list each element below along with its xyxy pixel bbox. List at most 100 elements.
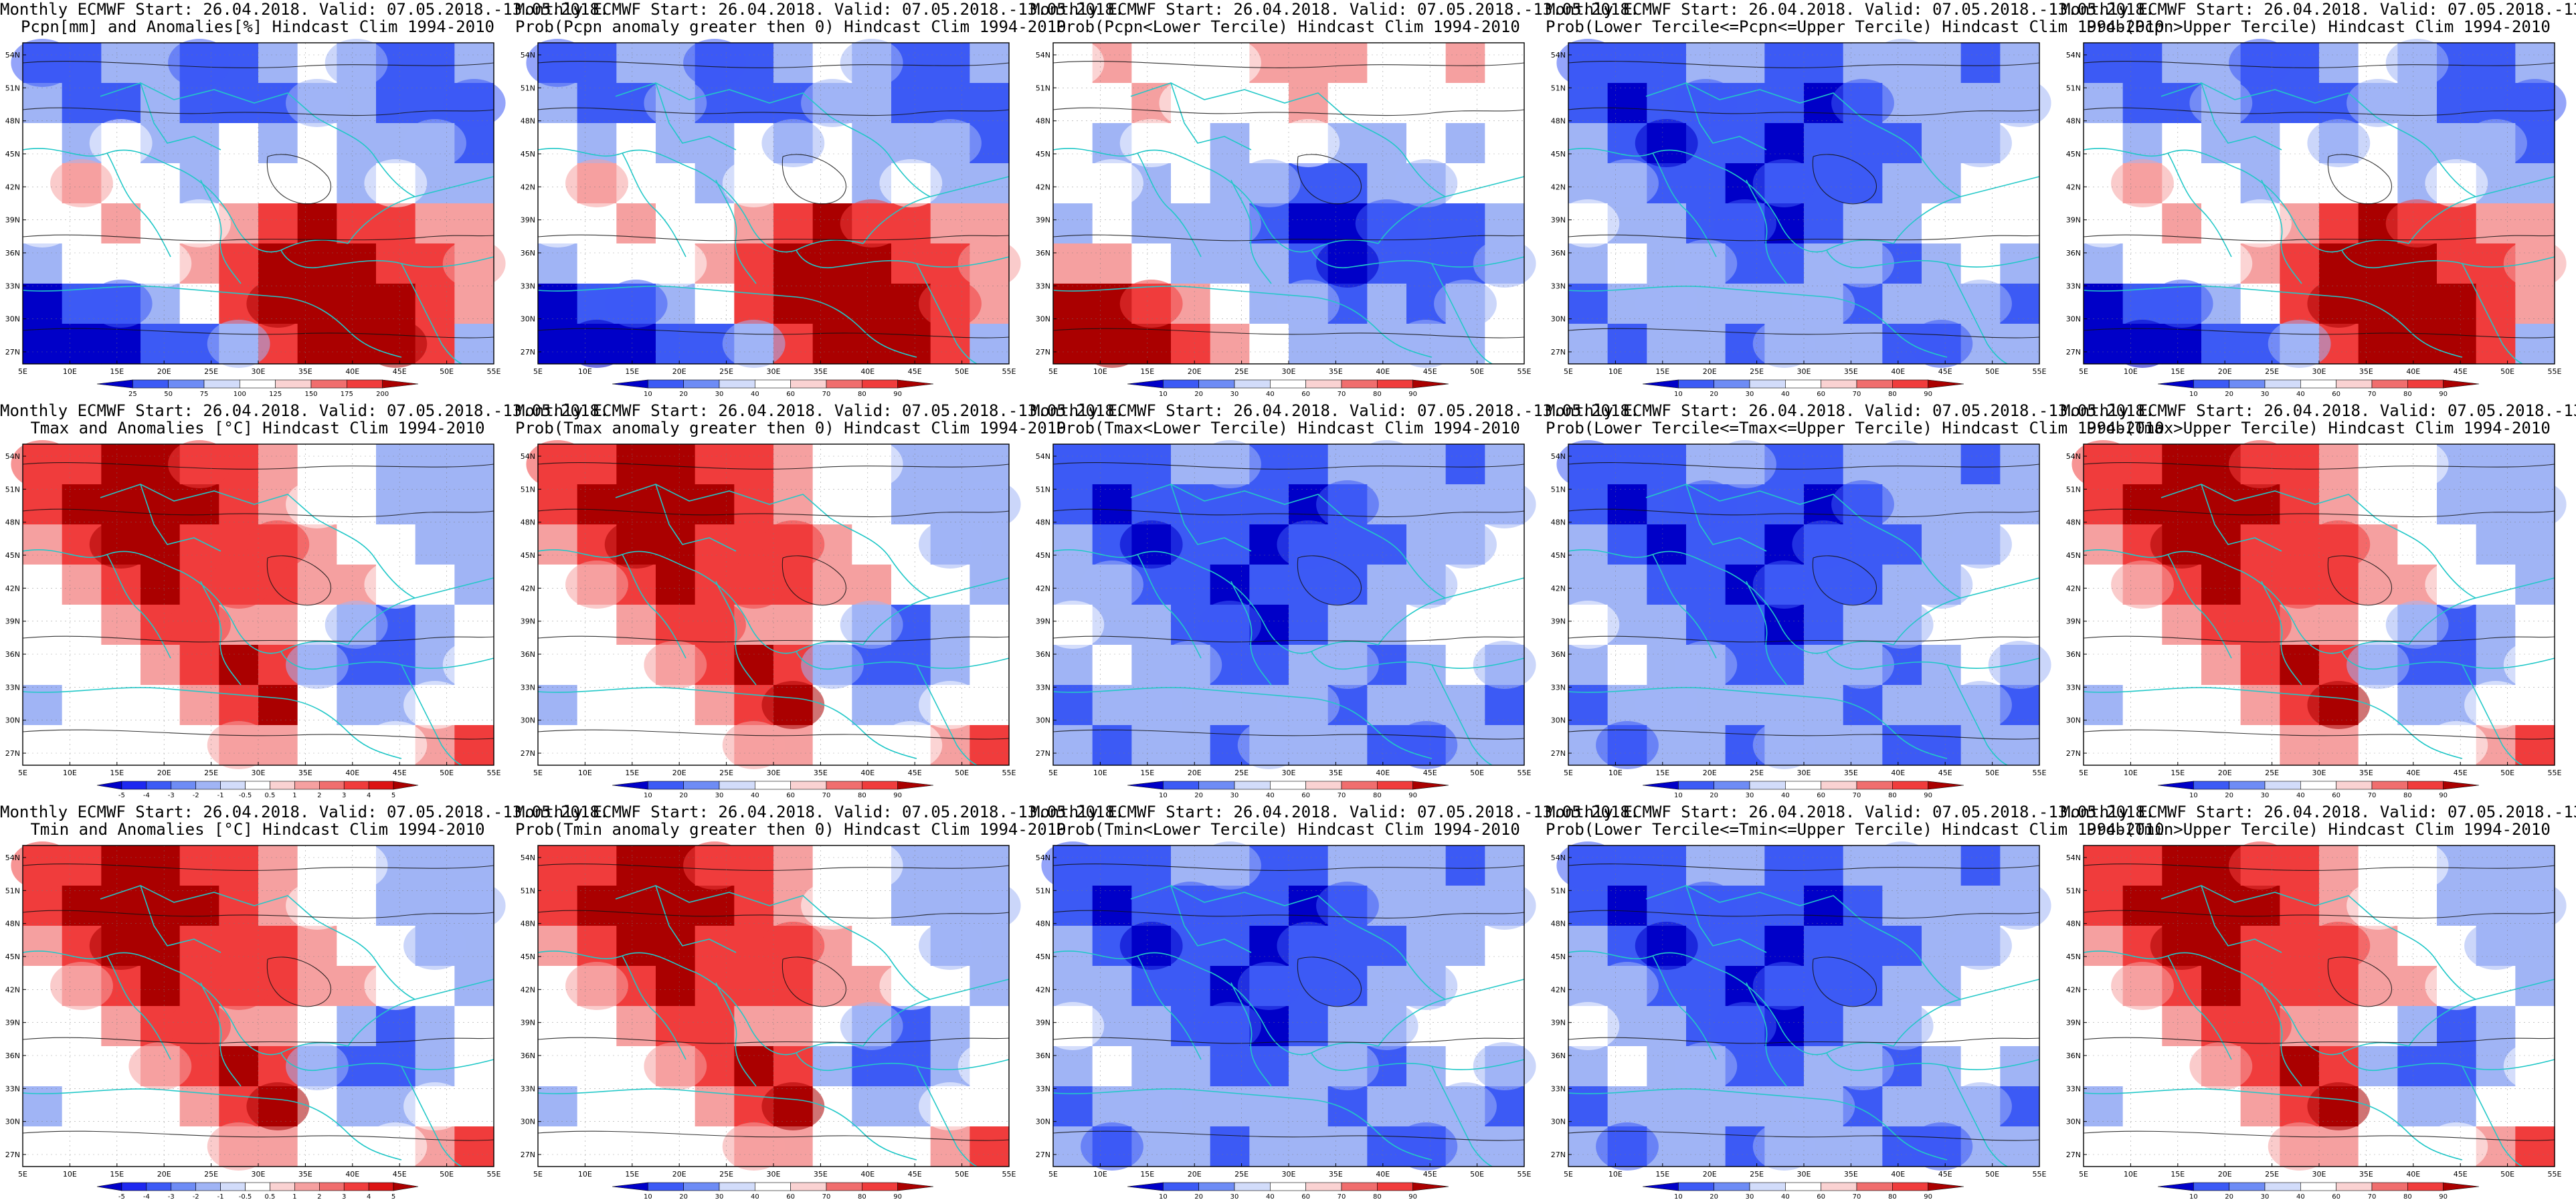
field-cell — [812, 1046, 852, 1087]
field-cell — [2319, 243, 2359, 284]
legend-swatch — [1749, 781, 1786, 790]
contour-line — [2083, 462, 2555, 470]
legend-label: 60 — [1817, 1193, 1825, 1201]
field-blob — [2111, 962, 2174, 1010]
field-cell — [1485, 845, 1525, 886]
legend-label: 25 — [128, 391, 137, 398]
field-cell — [1092, 444, 1132, 485]
lat-label: 45N — [1551, 150, 1566, 159]
contour-line — [1568, 508, 2040, 518]
contour-line — [1052, 635, 1525, 643]
legend-swatch — [862, 1182, 898, 1191]
field-cell — [454, 43, 494, 84]
lon-label: 5E — [1564, 367, 1573, 376]
lon-label: 25E — [204, 769, 218, 777]
lon-label: 50E — [1470, 367, 1484, 376]
lon-label: 35E — [1844, 1170, 1858, 1179]
field-blob — [2503, 641, 2567, 689]
field-cell — [297, 1126, 337, 1167]
field-blob — [2189, 239, 2253, 288]
lat-label: 45N — [5, 551, 20, 560]
field-blob — [1635, 119, 1698, 167]
legend-swatch — [1678, 781, 1714, 790]
lat-label: 51N — [521, 485, 535, 494]
lon-label: 15E — [2171, 367, 2185, 376]
lon-label: 30E — [767, 1170, 781, 1179]
field-blob — [1988, 882, 2051, 930]
legend-label: 40 — [2296, 391, 2305, 398]
field-cell — [23, 1086, 63, 1127]
color-legend: 10 20 30 40 60 70 80 90 — [1127, 781, 1449, 799]
lat-label: 36N — [1036, 1051, 1050, 1060]
field-cell — [337, 123, 377, 164]
field-blob — [1635, 280, 1698, 328]
coastline — [1685, 484, 1767, 552]
field-cell — [1922, 886, 1962, 926]
field-cell — [1843, 123, 1883, 164]
lat-label: 42N — [2066, 183, 2081, 191]
field-cell — [2162, 685, 2202, 726]
coastline-layer — [1052, 484, 1525, 766]
coastline — [1052, 286, 1433, 358]
panel-title-line2: Prob(Tmax<Lower Tercile) Hindcast Clim 1… — [1056, 419, 1520, 437]
field-blob — [1635, 922, 1698, 970]
field-cell — [2280, 886, 2320, 926]
lat-label: 39N — [1551, 216, 1566, 225]
legend-label: 70 — [2368, 1193, 2377, 1201]
map-panel: Monthly ECMWF Start: 26.04.2018. Valid: … — [1546, 0, 2165, 401]
lon-label: 20E — [672, 769, 686, 777]
legend-swatch — [1642, 781, 1679, 790]
field-cell — [376, 83, 416, 124]
field-cell — [1960, 43, 2001, 84]
field-cell — [23, 926, 63, 967]
field-cell — [23, 484, 63, 525]
coastline — [1230, 179, 1272, 284]
contour-line — [1568, 61, 2040, 68]
legend-label: 20 — [1194, 1193, 1203, 1201]
field-cell — [1960, 966, 2001, 1007]
field-cell — [1804, 123, 1844, 164]
field-cell — [415, 484, 455, 525]
legend-swatch — [1127, 781, 1164, 790]
field-cell — [852, 484, 892, 525]
field-cell — [852, 926, 892, 967]
panel-title-line1: Monthly ECMWF Start: 26.04.2018. Valid: … — [515, 401, 1125, 420]
legend-swatch — [2157, 1182, 2194, 1191]
lat-label: 54N — [2066, 51, 2081, 60]
legend-label: -2 — [193, 1193, 199, 1201]
field-cell — [2000, 43, 2040, 84]
field-blob — [1473, 882, 1536, 930]
legend-swatch — [270, 1182, 295, 1191]
contour-layer — [22, 61, 494, 338]
lat-label: 42N — [5, 985, 20, 994]
field-cell — [1485, 1006, 1525, 1047]
field-blob — [683, 841, 746, 890]
lon-label: 55E — [1002, 367, 1016, 376]
field-cell — [1485, 444, 1525, 485]
field-blob — [604, 280, 668, 328]
legend-swatch — [1198, 379, 1235, 389]
field-blob — [526, 440, 589, 488]
field-blob — [207, 320, 270, 368]
field-cell — [454, 1126, 494, 1167]
coastline — [2261, 982, 2302, 1087]
contour-line — [22, 61, 494, 68]
color-legend: 10 20 30 40 60 70 80 90 — [612, 781, 934, 799]
legend-swatch — [1678, 1182, 1714, 1191]
legend-swatch — [2229, 1182, 2266, 1191]
field-blob — [286, 641, 349, 689]
legend-swatch — [719, 1182, 755, 1191]
field-blob — [325, 601, 388, 649]
field-blob — [286, 79, 349, 127]
field-blob — [1556, 1002, 1620, 1050]
field-cell — [1367, 605, 1407, 645]
field-cell — [258, 926, 298, 967]
field-cell — [1053, 83, 1093, 124]
coastline-layer — [1052, 82, 1525, 365]
field-cell — [1092, 966, 1132, 1007]
lat-label: 27N — [1551, 1150, 1566, 1159]
contour-line — [537, 1037, 1010, 1044]
field-cell — [1289, 203, 1329, 244]
field-blob — [644, 641, 707, 689]
legend-swatch — [270, 781, 295, 790]
